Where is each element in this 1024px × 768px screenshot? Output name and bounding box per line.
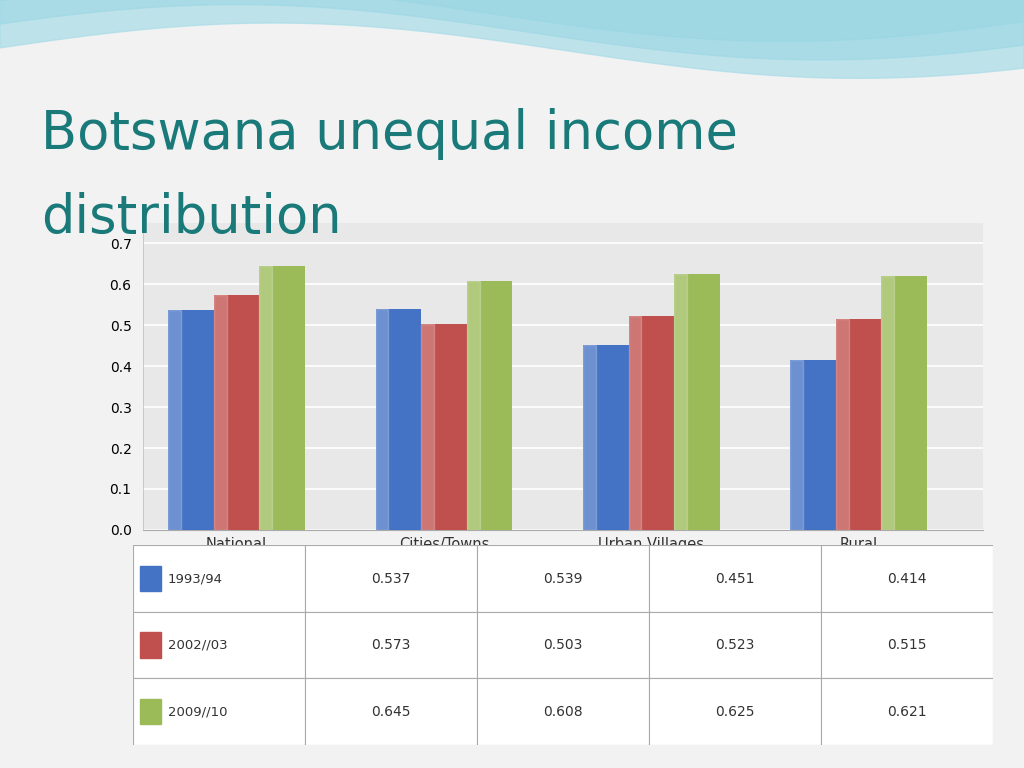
Bar	[882, 276, 894, 530]
Bar	[821, 612, 993, 678]
Bar	[168, 310, 214, 530]
Text: 0.523: 0.523	[716, 638, 755, 652]
Bar	[629, 316, 674, 530]
Text: 0.414: 0.414	[888, 571, 927, 585]
Bar	[674, 274, 687, 530]
Bar	[133, 612, 305, 678]
Bar	[376, 310, 421, 530]
Bar	[836, 319, 882, 530]
Bar	[133, 678, 305, 745]
Bar	[133, 545, 305, 612]
Bar	[791, 360, 803, 530]
Bar	[836, 319, 849, 530]
Text: 2002//03: 2002//03	[168, 639, 227, 651]
Text: 0.645: 0.645	[372, 705, 411, 719]
Bar	[477, 612, 649, 678]
Text: 2009//10: 2009//10	[168, 705, 227, 718]
Bar	[649, 612, 821, 678]
Bar	[305, 678, 477, 745]
Bar	[477, 545, 649, 612]
Bar	[649, 545, 821, 612]
Bar	[259, 266, 272, 530]
Text: distribution: distribution	[41, 192, 342, 244]
Text: 1993/94: 1993/94	[168, 572, 222, 585]
Bar	[140, 566, 161, 591]
Bar	[376, 310, 388, 530]
Text: 0.539: 0.539	[544, 571, 583, 585]
Bar	[259, 266, 305, 530]
Bar	[583, 345, 629, 530]
Bar	[214, 295, 259, 530]
Bar	[168, 310, 181, 530]
Text: 0.451: 0.451	[716, 571, 755, 585]
Text: Botswana unequal income: Botswana unequal income	[41, 108, 738, 160]
Text: 0.621: 0.621	[888, 705, 927, 719]
Bar	[467, 281, 479, 530]
Bar	[214, 295, 226, 530]
Bar	[791, 360, 836, 530]
Text: 0.625: 0.625	[716, 705, 755, 719]
Bar	[421, 324, 467, 530]
Bar	[305, 545, 477, 612]
Bar	[477, 678, 649, 745]
Text: 0.537: 0.537	[372, 571, 411, 585]
Bar	[821, 678, 993, 745]
Text: 0.573: 0.573	[372, 638, 411, 652]
Text: 0.503: 0.503	[544, 638, 583, 652]
Bar	[305, 612, 477, 678]
Bar	[674, 274, 720, 530]
Bar	[649, 678, 821, 745]
Bar	[421, 324, 434, 530]
Bar	[629, 316, 641, 530]
Bar	[140, 699, 161, 724]
Bar	[467, 281, 512, 530]
Bar	[140, 633, 161, 657]
Bar	[882, 276, 927, 530]
Text: 0.608: 0.608	[544, 705, 583, 719]
Bar	[583, 345, 596, 530]
Text: 0.515: 0.515	[888, 638, 927, 652]
Bar	[821, 545, 993, 612]
